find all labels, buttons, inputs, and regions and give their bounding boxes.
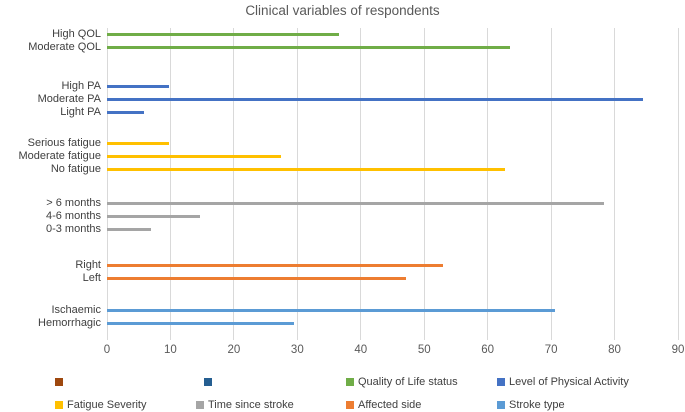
legend-label-fatigue-severity: Fatigue Severity xyxy=(67,398,147,411)
gridline-40 xyxy=(360,28,362,340)
gridline-90 xyxy=(677,28,679,340)
legend-item-quality-of-life-status: Quality of Life status xyxy=(346,375,458,388)
x-tick-label-90: 90 xyxy=(671,344,685,356)
legend-swatch-level-of-physical-activity xyxy=(497,377,505,386)
category-label-ischaemic: Ischaemic xyxy=(51,303,101,316)
bar-left xyxy=(107,276,406,280)
category-label-high-qol: High QOL xyxy=(52,27,101,40)
bar-high-pa xyxy=(107,84,170,88)
x-tick-label-80: 80 xyxy=(608,344,621,356)
legend-item-fatigue-severity: Fatigue Severity xyxy=(55,398,146,411)
category-label-light-pa: Light PA xyxy=(60,105,101,118)
bar-moderate-fatigue xyxy=(107,154,282,158)
chart-title: Clinical variables of respondents xyxy=(245,3,440,18)
legend-item-affected-side: Affected side xyxy=(346,398,421,411)
legend-label-level-of-physical-activity: Level of Physical Activity xyxy=(509,375,629,388)
gridline-0 xyxy=(106,28,108,340)
x-tick-label-60: 60 xyxy=(481,344,495,356)
x-tick-label-20: 20 xyxy=(227,344,241,356)
legend-swatch-time-since-stroke xyxy=(196,400,204,409)
category-label-moderate-fatigue: Moderate fatigue xyxy=(18,149,101,162)
legend-label-time-since-stroke: Time since stroke xyxy=(208,398,294,411)
gridline-60 xyxy=(487,28,489,340)
gridline-70 xyxy=(550,28,552,340)
bar-high-qol xyxy=(107,32,339,36)
bar-0-3-months xyxy=(107,227,151,231)
x-tick-label-70: 70 xyxy=(544,344,558,356)
category-label-6-months: > 6 months xyxy=(46,196,101,209)
bar-6-months xyxy=(107,201,605,205)
x-tick-label-0: 0 xyxy=(103,344,111,356)
gridline-50 xyxy=(423,28,425,340)
legend-swatch-unlabeled-0-1 xyxy=(204,377,212,386)
legend-swatch-stroke-type xyxy=(497,400,505,409)
legend-label-stroke-type: Stroke type xyxy=(509,398,565,411)
bar-right xyxy=(107,263,443,267)
category-label-high-pa: High PA xyxy=(61,79,101,92)
legend-item-unlabeled-0-0 xyxy=(55,375,63,388)
legend-label-quality-of-life-status: Quality of Life status xyxy=(358,375,458,388)
gridline-20 xyxy=(233,28,235,340)
legend-swatch-affected-side xyxy=(346,400,354,409)
bar-serious-fatigue xyxy=(107,141,170,145)
gridline-10 xyxy=(169,28,171,340)
category-label-moderate-pa: Moderate PA xyxy=(37,92,101,105)
category-label-moderate-qol: Moderate QOL xyxy=(28,40,101,53)
x-tick-label-50: 50 xyxy=(417,344,431,356)
x-tick-label-30: 30 xyxy=(290,344,304,356)
legend-swatch-unlabeled-0-0 xyxy=(55,377,63,386)
legend-swatch-quality-of-life-status xyxy=(346,377,354,386)
legend-item-level-of-physical-activity: Level of Physical Activity xyxy=(497,375,629,388)
gridline-80 xyxy=(614,28,616,340)
bar-no-fatigue xyxy=(107,167,505,171)
category-label-left: Left xyxy=(82,271,101,284)
bar-4-6-months xyxy=(107,214,201,218)
bar-moderate-pa xyxy=(107,97,644,101)
x-tick-label-40: 40 xyxy=(354,344,368,356)
legend-swatch-fatigue-severity xyxy=(55,400,63,409)
x-tick-label-10: 10 xyxy=(164,344,177,356)
legend-item-unlabeled-0-1 xyxy=(204,375,212,388)
legend-item-stroke-type: Stroke type xyxy=(497,398,565,411)
legend-item-time-since-stroke: Time since stroke xyxy=(196,398,294,411)
bar-ischaemic xyxy=(107,308,555,312)
legend-label-affected-side: Affected side xyxy=(358,398,422,411)
gridline-30 xyxy=(296,28,298,340)
category-label-4-6-months: 4-6 months xyxy=(45,209,101,222)
category-label-hemorrhagic: Hemorrhagic xyxy=(38,316,101,329)
bar-hemorrhagic xyxy=(107,321,294,325)
category-label-0-3-months: 0-3 months xyxy=(45,222,101,235)
category-label-serious-fatigue: Serious fatigue xyxy=(27,136,101,149)
bar-light-pa xyxy=(107,110,145,114)
bar-moderate-qol xyxy=(107,45,510,49)
category-label-no-fatigue: No fatigue xyxy=(50,162,101,175)
category-label-right: Right xyxy=(75,258,101,271)
